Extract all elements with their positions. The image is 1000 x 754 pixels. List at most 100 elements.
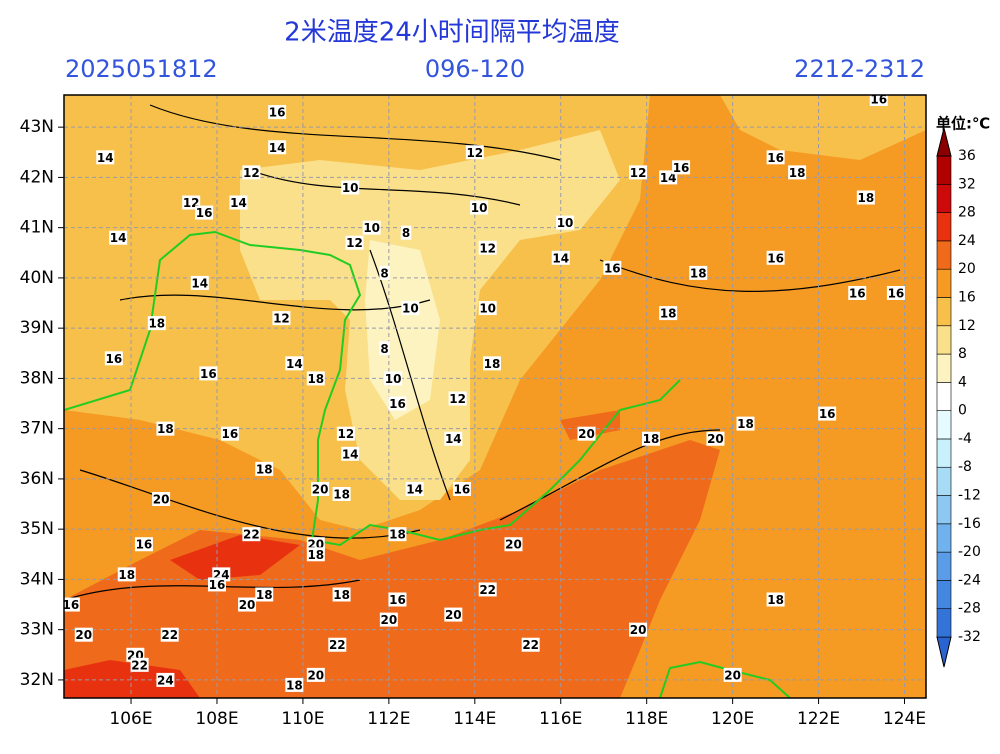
contour-label: 16 [389, 397, 406, 411]
x-tick-label: 116E [539, 709, 582, 729]
contour-label-box [130, 657, 149, 672]
contour-label-box [64, 597, 80, 612]
colorbar-box [936, 551, 952, 581]
contour-label: 14 [191, 276, 208, 290]
colorbar: -32 -28 -24 -20 -16 -12 -8 -4 0 4 8 12 16 20 24 28 32 36 [936, 127, 981, 668]
contour-label-box [328, 637, 347, 652]
colorbar-tick-label: -16 [958, 516, 981, 532]
contour-label: 16 [849, 286, 866, 300]
x-tick-label: 114E [453, 709, 496, 729]
contour-label: 18 [767, 593, 784, 607]
contour-label: 16 [105, 352, 122, 366]
contour-label-box [117, 567, 136, 582]
contour-label-box [306, 547, 325, 562]
map-title: 2米温度24小时间隔平均温度 [284, 18, 620, 48]
contour-label: 12 [273, 312, 290, 326]
contour-label-box [242, 527, 261, 542]
colorbar-tick-label: 24 [958, 233, 976, 249]
contour-label: 18 [333, 588, 350, 602]
colorbar-tick-label: 4 [958, 374, 967, 390]
x-tick-label: 120E [711, 709, 754, 729]
colorbar-extend-high [936, 127, 952, 157]
colorbar-extend-low [936, 636, 952, 668]
contour-label-box [306, 371, 325, 386]
contour-label-box [388, 527, 407, 542]
contour-label-box [341, 180, 360, 195]
contour-label-box [199, 366, 218, 381]
x-tick-label: 110E [281, 709, 324, 729]
contour-label: 10 [402, 302, 419, 316]
contour-label-box [689, 265, 708, 280]
contour-label-box [465, 145, 484, 160]
contour-label-box [478, 240, 497, 255]
contour-label: 22 [161, 628, 178, 642]
y-tick-label: 42N [20, 167, 54, 187]
contour-label: 14 [445, 432, 462, 446]
contour-label: 20 [445, 608, 462, 622]
field-24-28 [64, 660, 200, 698]
contour-label-box [504, 537, 523, 552]
contour-label-box [672, 160, 691, 175]
y-tick-label: 36N [20, 469, 54, 489]
contour-label-box [641, 431, 660, 446]
contour-label: 12 [338, 427, 355, 441]
contour-label-box [470, 200, 489, 215]
forecast-hours: 096-120 [425, 55, 525, 83]
contour-label: 18 [307, 372, 324, 386]
contour-label-box [766, 150, 785, 165]
colorbar-box [936, 410, 952, 440]
contour-label-box [384, 371, 403, 386]
colorbar-tick-label: 12 [958, 318, 976, 334]
colorbar-box [936, 155, 952, 185]
contour-label: 20 [312, 482, 329, 496]
y-tick-label: 32N [20, 670, 54, 690]
contour-label: 16 [222, 427, 239, 441]
contour-label: 22 [479, 583, 496, 597]
contour-label-box [444, 431, 463, 446]
contour-label: 16 [269, 106, 286, 120]
contour-label-box [362, 220, 381, 235]
x-tick-label: 122E [797, 709, 840, 729]
contour-label-box [556, 215, 575, 230]
contour-label: 14 [97, 151, 114, 165]
contour-label-box [723, 667, 742, 682]
contour-label: 18 [737, 417, 754, 431]
contour-label: 18 [118, 568, 135, 582]
contour-label: 12 [479, 241, 496, 255]
field-4-8 [365, 240, 440, 420]
contour-label: 20 [578, 427, 595, 441]
contour-label-box [306, 667, 325, 682]
colorbar-tick-label: -12 [958, 488, 981, 504]
colorbar-box [936, 523, 952, 553]
contour-label-box [452, 481, 471, 496]
colorbar-tick-label: -20 [958, 544, 981, 560]
init-time: 2025051812 [65, 55, 218, 83]
contour-label: 18 [256, 462, 273, 476]
field [64, 95, 926, 698]
map-frame [63, 94, 927, 699]
contour-label-box [156, 421, 175, 436]
contour-label: 20 [505, 538, 522, 552]
contour-label-box [195, 205, 214, 220]
y-tick-label: 40N [20, 268, 54, 288]
contour-label: 16 [454, 482, 471, 496]
contour-label: 20 [153, 493, 170, 507]
contour-label-box [400, 225, 412, 240]
contour-label: 18 [148, 317, 165, 331]
contour-label-box [268, 140, 287, 155]
contour-label: 20 [239, 598, 256, 612]
contour-label: 16 [209, 578, 226, 592]
contour-label: 14 [269, 141, 286, 155]
x-tick-label: 124E [883, 709, 926, 729]
field-24-28 [170, 535, 300, 580]
contour-label: 18 [157, 422, 174, 436]
contour-label-box [160, 627, 179, 642]
contour-label: 14 [406, 482, 423, 496]
contour-label-box [869, 95, 888, 107]
contour-label: 20 [307, 668, 324, 682]
contour-label: 10 [471, 201, 488, 215]
contour-label-box [341, 446, 360, 461]
contour-label: 10 [557, 216, 574, 230]
colorbar-box [936, 466, 952, 496]
y-tick-label: 35N [20, 519, 54, 539]
